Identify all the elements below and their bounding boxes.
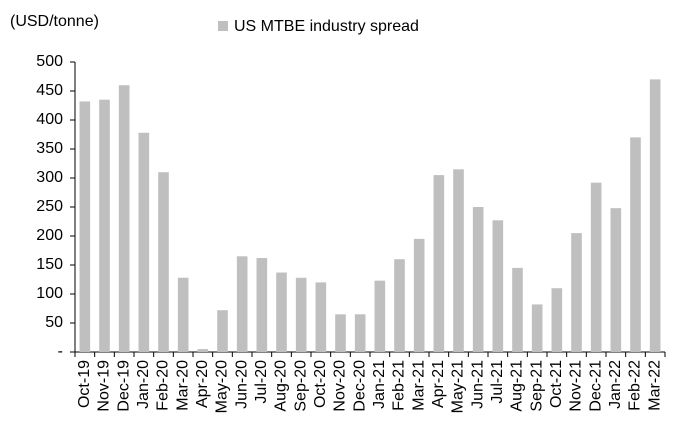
bar [433, 175, 445, 352]
x-tick-label: Nov-21 [568, 360, 585, 412]
bar [590, 182, 602, 352]
bar [531, 304, 543, 352]
x-tick-label: Dec-21 [587, 360, 604, 412]
x-tick-label: Nov-20 [332, 360, 349, 412]
y-tick-label: 350 [36, 140, 63, 157]
x-tick-label: Apr-21 [430, 360, 447, 408]
x-tick-label: Nov-19 [96, 360, 113, 412]
bar [177, 277, 189, 352]
y-tick-label: 450 [36, 82, 63, 99]
x-tick-label: Jun-21 [469, 360, 486, 409]
x-tick-label: Oct-21 [548, 360, 565, 408]
x-tick-label: Feb-20 [155, 360, 172, 411]
x-tick-label: Jul-20 [253, 360, 270, 404]
y-tick-label: 250 [36, 198, 63, 215]
bar [571, 233, 582, 352]
x-tick-label: Oct-20 [312, 360, 329, 408]
legend-swatch [218, 21, 228, 31]
bar [649, 79, 661, 353]
y-tick-label: 100 [36, 285, 63, 302]
x-tick-label: Apr-20 [194, 360, 211, 408]
bar [236, 256, 248, 352]
y-tick-label: - [58, 343, 63, 360]
bar [276, 272, 287, 352]
bar [413, 238, 425, 352]
bar [453, 169, 464, 352]
x-tick-label: Mar-21 [410, 360, 427, 411]
x-tick-label: Feb-21 [391, 360, 408, 411]
bar [394, 259, 405, 352]
legend-label: US MTBE industry spread [234, 18, 419, 35]
bar [138, 132, 150, 352]
x-tick-label: Jun-20 [233, 360, 250, 409]
bar [492, 220, 504, 352]
bar [118, 85, 130, 352]
bar [158, 172, 169, 352]
x-tick-label: May-20 [214, 360, 231, 413]
bar [630, 137, 641, 352]
x-tick-label: Dec-20 [351, 360, 368, 412]
y-tick-label: 200 [36, 227, 63, 244]
y-tick-label: 150 [36, 256, 63, 273]
x-tick-label: Sep-21 [528, 360, 545, 412]
bar [335, 314, 346, 352]
x-tick-label: Dec-19 [115, 360, 132, 412]
bar [472, 207, 484, 352]
x-tick-label: Mar-22 [646, 360, 663, 411]
bar [256, 258, 268, 352]
x-tick-label: Mar-20 [174, 360, 191, 411]
x-tick-label: Jan-21 [371, 360, 388, 409]
x-tick-label: Sep-20 [292, 360, 309, 412]
x-tick-label: Aug-20 [273, 360, 290, 412]
bar [197, 349, 209, 352]
x-tick-label: May-21 [450, 360, 467, 413]
bar [315, 282, 327, 352]
x-tick-label: Jul-21 [489, 360, 506, 404]
unit-label: (USD/tonne) [10, 13, 99, 30]
x-tick-label: Jan-20 [135, 360, 152, 409]
bar [551, 288, 563, 352]
bar [99, 99, 110, 352]
y-tick-label: 300 [36, 169, 63, 186]
bar [217, 310, 228, 352]
y-tick-label: 400 [36, 111, 63, 128]
bar [512, 267, 523, 352]
bar [610, 208, 622, 352]
y-tick-label: 50 [45, 314, 63, 331]
y-tick-label: 500 [36, 53, 63, 70]
bar [374, 280, 386, 352]
bar [295, 277, 307, 352]
x-tick-label: Aug-21 [509, 360, 526, 412]
x-tick-label: Jan-22 [607, 360, 624, 409]
x-tick-label: Oct-19 [76, 360, 93, 408]
x-tick-label: Feb-22 [627, 360, 644, 411]
bar [79, 101, 91, 352]
bar [354, 314, 366, 352]
